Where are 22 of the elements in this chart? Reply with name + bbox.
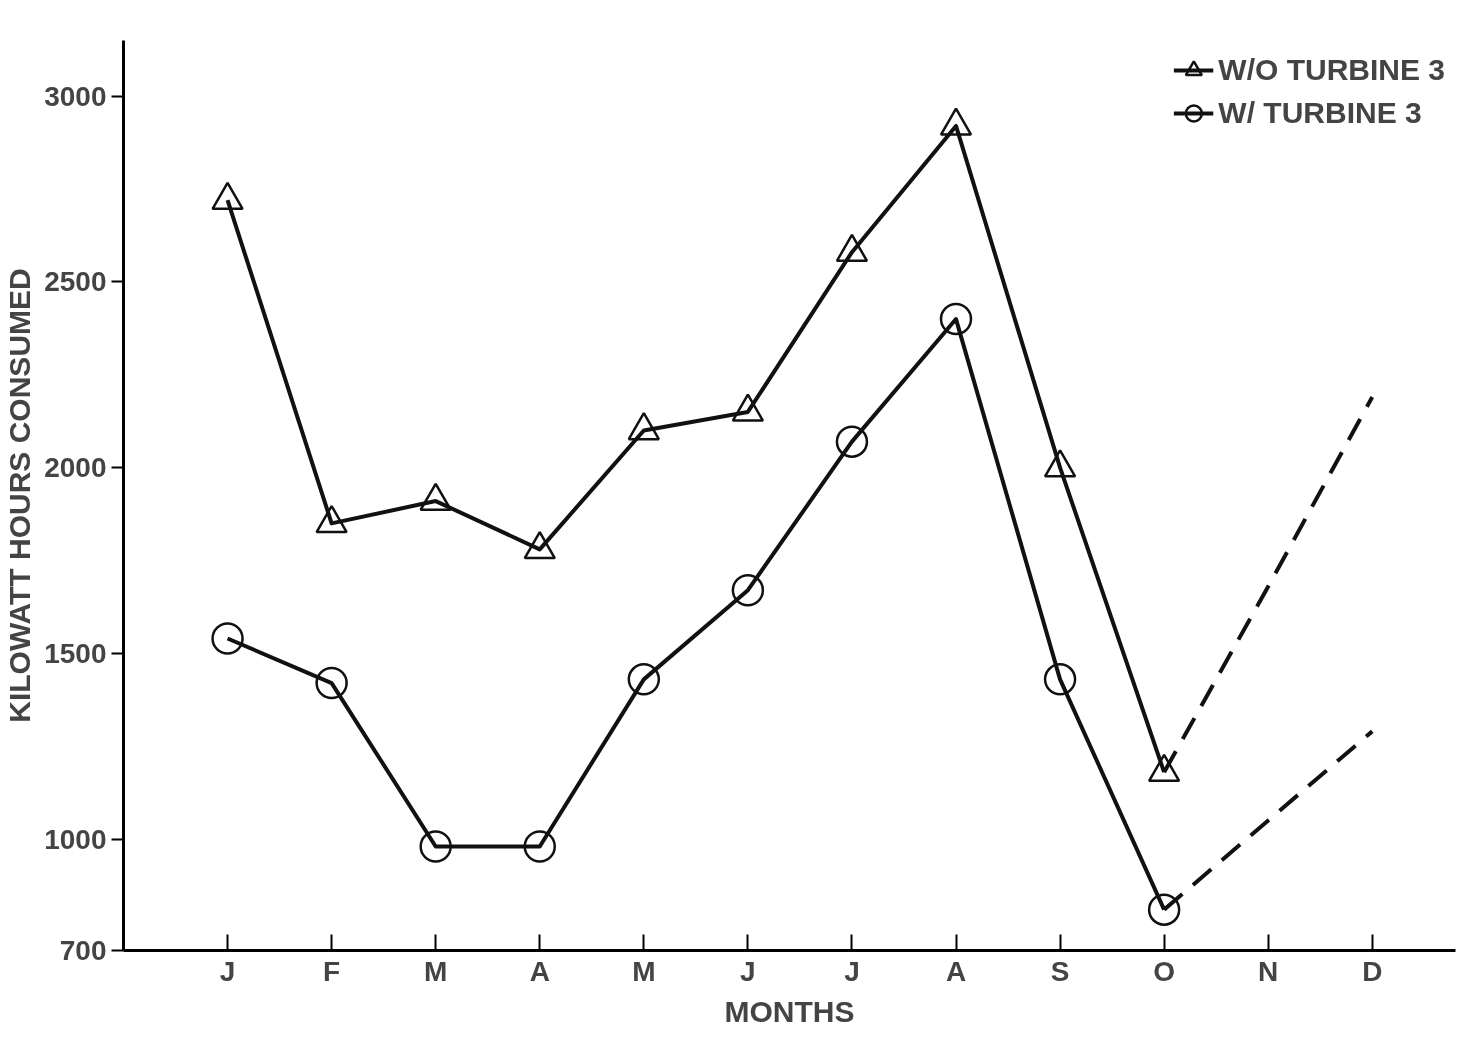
y-tick-label: 1000 bbox=[44, 823, 107, 855]
legend-label: W/O TURBINE 3 bbox=[1218, 53, 1445, 87]
y-axis-title: KILOWATT HOURS CONSUMED bbox=[3, 268, 37, 723]
x-tick-label: D bbox=[1362, 955, 1383, 987]
x-tick-label: F bbox=[323, 955, 341, 987]
y-tick-label: 1500 bbox=[44, 637, 107, 669]
y-tick-label: 2000 bbox=[44, 452, 107, 484]
x-tick-label: M bbox=[424, 955, 448, 987]
x-tick-label: M bbox=[632, 955, 656, 987]
x-axis-title: MONTHS bbox=[724, 994, 855, 1028]
x-tick-label: J bbox=[844, 955, 860, 987]
y-tick-label: 3000 bbox=[44, 80, 107, 112]
x-tick-label: N bbox=[1258, 955, 1279, 987]
y-tick-label: 2500 bbox=[44, 266, 107, 298]
y-tick-label: 700 bbox=[59, 935, 107, 966]
x-tick-label: O bbox=[1153, 955, 1176, 987]
x-tick-label: J bbox=[219, 955, 236, 987]
x-tick-label: S bbox=[1050, 955, 1070, 987]
x-tick-label: A bbox=[945, 955, 967, 987]
x-tick-label: J bbox=[740, 955, 756, 987]
legend-label: W/ TURBINE 3 bbox=[1218, 96, 1422, 130]
x-tick-label: A bbox=[529, 955, 550, 987]
